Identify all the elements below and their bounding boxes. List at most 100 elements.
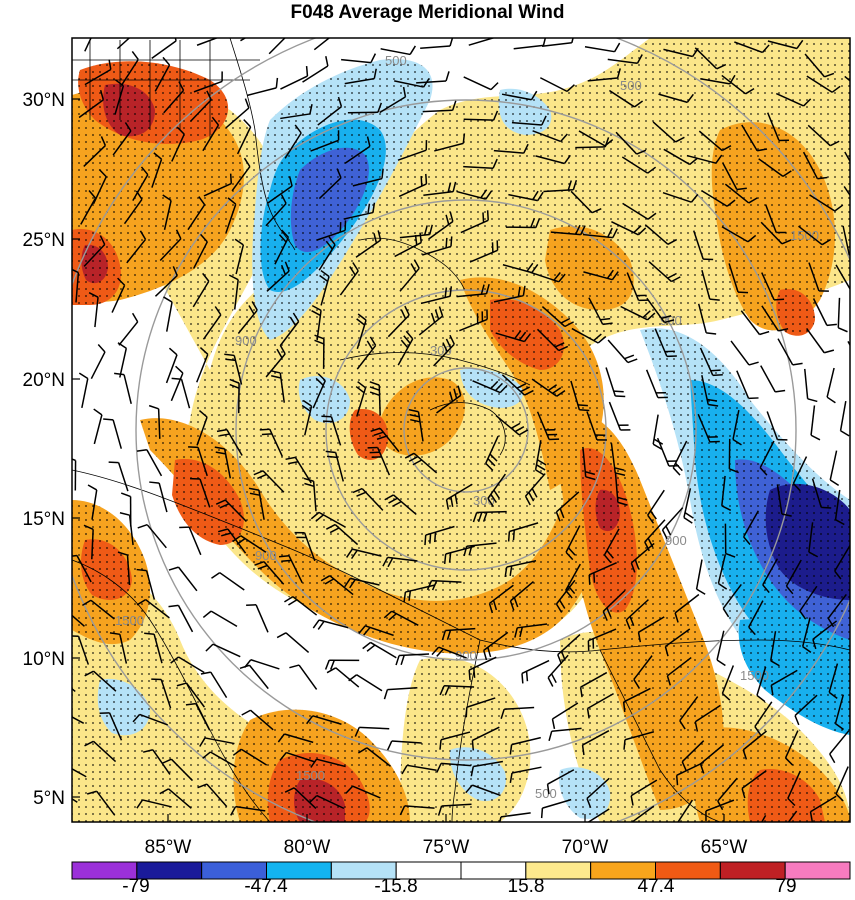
wind-barb — [730, 340, 759, 366]
wind-barb — [218, 528, 247, 554]
ring-label-500c: 500 — [535, 786, 557, 801]
colorbar-labels: -79 -47.4 -15.8 15.8 47.4 79 — [122, 876, 796, 897]
wind-barb — [648, 261, 681, 283]
wind-barb — [114, 372, 132, 404]
wind-barb — [806, 75, 841, 93]
wind-barb — [622, 202, 657, 220]
wind-barb — [189, 90, 212, 123]
wind-barb — [408, 408, 424, 442]
ring-label-900e: 900 — [255, 548, 277, 563]
colorbar-label-pos15: 15.8 — [508, 876, 545, 897]
wind-barb — [310, 130, 340, 152]
wind-barb — [326, 667, 360, 688]
wind-barb — [760, 221, 792, 245]
wind-barb — [509, 736, 541, 755]
wind-barb — [742, 510, 760, 546]
wind-barb — [808, 522, 819, 558]
wind-barb — [239, 664, 269, 690]
lon-label-65: 65°W — [701, 837, 748, 858]
wind-barb — [117, 342, 128, 378]
wind-barb — [661, 507, 684, 540]
wind-barb — [625, 599, 649, 630]
wind-barb — [284, 596, 318, 616]
wind-barb — [171, 377, 191, 409]
wind-barb — [588, 562, 617, 585]
wind-barb — [324, 659, 360, 670]
wind-barb — [345, 548, 382, 560]
wind-barb — [202, 116, 220, 152]
wind-barb — [603, 528, 620, 564]
wind-barb — [205, 643, 241, 658]
wind-barb — [80, 190, 97, 225]
wind-barb — [259, 428, 284, 457]
wind-barb — [770, 631, 780, 667]
distance-rings — [72, 38, 850, 822]
wind-barb — [808, 262, 829, 292]
wind-barb — [608, 89, 644, 108]
wind-barb — [422, 236, 453, 256]
wind-barb — [109, 632, 128, 664]
wind-barb — [501, 90, 538, 101]
wind-barb — [439, 731, 471, 750]
wind-barb — [118, 312, 139, 346]
wind-barb — [548, 727, 582, 742]
wind-barb — [493, 143, 529, 154]
wind-barb — [170, 656, 205, 674]
wind-barb — [352, 487, 384, 511]
wind-barb — [766, 411, 788, 441]
wind-barb — [536, 328, 569, 352]
wind-barb — [587, 808, 610, 822]
wind-barb — [112, 122, 132, 156]
wind-barb — [775, 92, 812, 107]
wind-barb — [163, 296, 173, 332]
wind-barb — [72, 767, 87, 778]
wind-barb — [279, 751, 315, 763]
wind-barb — [483, 631, 509, 661]
wind-barb — [766, 112, 789, 142]
colorbar-label-neg79: -79 — [122, 876, 149, 897]
wind-barb — [694, 47, 727, 70]
wind-barb — [126, 230, 147, 264]
wind-barb — [424, 525, 455, 546]
wind-barb — [343, 202, 376, 220]
wind-barb — [495, 330, 532, 343]
wind-barb — [202, 306, 222, 340]
wind-barb — [699, 347, 723, 377]
wind-barb — [397, 330, 414, 366]
wind-barb — [352, 168, 384, 187]
wind-barb — [829, 450, 840, 487]
wind-barb — [758, 158, 792, 177]
shaded-field — [72, 38, 850, 822]
lat-label-15: 15°N — [23, 509, 65, 530]
wind-barb — [355, 230, 382, 258]
wind-barb — [420, 286, 453, 305]
wind-barb — [511, 115, 547, 126]
wind-barb — [318, 236, 336, 271]
wind-barb — [383, 610, 419, 626]
wind-barb — [586, 692, 614, 719]
wind-barb — [232, 535, 267, 553]
wind-barb — [658, 93, 694, 104]
wind-barb — [356, 313, 367, 350]
wind-barb — [742, 730, 768, 760]
wind-barb — [285, 456, 312, 484]
wind-barb — [426, 579, 462, 591]
wind-barb — [445, 483, 473, 510]
wind-barb — [837, 297, 848, 333]
wind-barb — [505, 217, 541, 229]
wind-barb — [192, 272, 210, 308]
wind-barb — [345, 785, 381, 799]
wind-barb — [698, 130, 732, 152]
wind-barb — [357, 747, 391, 767]
wind-barb — [677, 799, 694, 822]
wind-barb — [605, 367, 626, 398]
wind-barb — [716, 630, 726, 667]
wind-barb — [546, 769, 575, 795]
wind-barb — [162, 194, 172, 230]
wind-barb — [229, 378, 240, 414]
wind-barb — [312, 619, 349, 630]
wind-barb — [114, 79, 125, 115]
wind-barb — [722, 584, 742, 618]
wind-barb — [565, 525, 581, 561]
wind-barb — [154, 266, 178, 297]
